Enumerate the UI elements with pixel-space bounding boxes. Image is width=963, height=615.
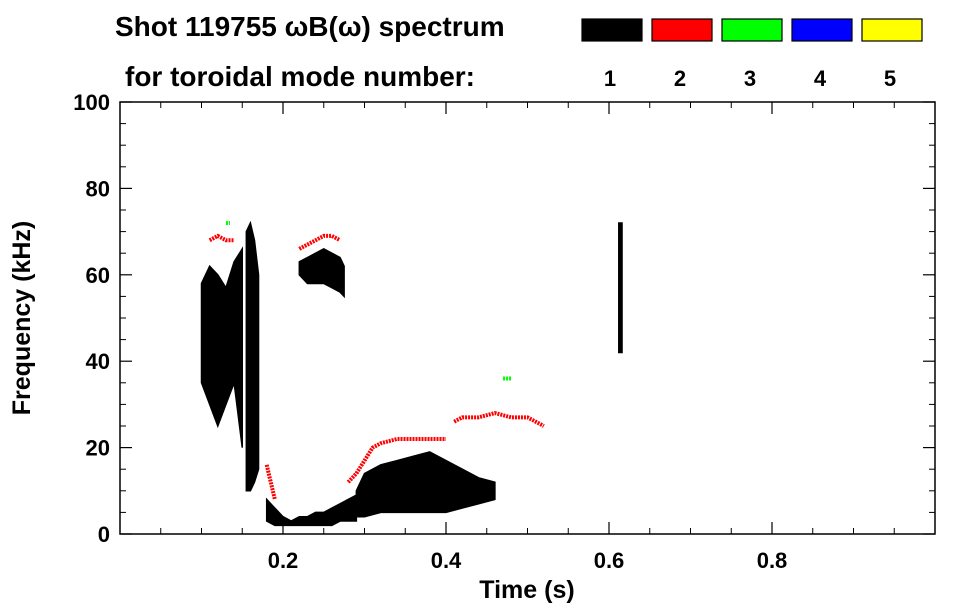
y-tick-label: 80: [86, 176, 110, 201]
legend-label-mode-3: 3: [744, 66, 756, 91]
legend-label-mode-4: 4: [814, 66, 827, 91]
legend-swatch-mode-4: [791, 18, 853, 42]
y-tick-label: 20: [86, 436, 110, 461]
legend-label-mode-2: 2: [674, 66, 686, 91]
legend-swatch-mode-2: [651, 18, 713, 42]
mode-1-band-1: [245, 220, 260, 492]
legend-label-mode-5: 5: [884, 66, 896, 91]
chart-title-line1: Shot 119755 ωB(ω) spectrum: [115, 11, 505, 42]
x-tick-label: 0.8: [757, 548, 788, 573]
chart-title-line2: for toroidal mode number:: [125, 61, 475, 92]
mode-1-band-2: [298, 248, 345, 299]
y-tick-label: 100: [73, 90, 110, 115]
mode-1-band-0: [200, 246, 243, 448]
x-tick-label: 0.6: [594, 548, 625, 573]
mode-2-line-3: [346, 436, 446, 484]
mode-2-line-1: [298, 233, 341, 251]
legend-label-mode-1: 1: [604, 66, 616, 91]
legend-swatch-mode-5: [861, 18, 923, 42]
mode-2-line-4: [453, 410, 545, 428]
legend: 1 2 3 4 5: [581, 18, 923, 91]
spectrogram-marks: [200, 220, 623, 527]
y-axis-label: Frequency (kHz): [8, 221, 36, 415]
mode-1-band-3: [265, 493, 358, 527]
x-tick-label: 0.2: [268, 548, 299, 573]
mode-1-band-4: [355, 451, 496, 518]
x-axis-label: Time (s): [479, 576, 574, 604]
legend-swatch-mode-3: [721, 18, 783, 42]
mode-2-line-0: [208, 233, 235, 243]
y-tick-label: 0: [98, 522, 110, 547]
y-tick-label: 40: [86, 349, 110, 374]
y-tick-label: 60: [86, 263, 110, 288]
mode-2-line-2: [264, 464, 277, 500]
x-tick-label: 0.4: [431, 548, 462, 573]
axes: 0.2 0.4 0.6 0.8 0 20 40 60 80 100: [73, 90, 935, 573]
mode-1-band-5: [618, 222, 623, 354]
legend-swatch-mode-1: [581, 18, 643, 42]
